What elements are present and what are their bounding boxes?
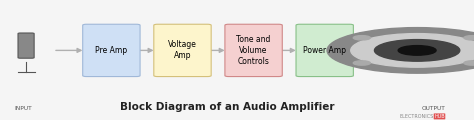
Circle shape [374,40,460,61]
Text: Block Diagram of an Audio Amplifier: Block Diagram of an Audio Amplifier [120,102,335,112]
Text: INPUT: INPUT [14,105,32,111]
Circle shape [351,34,474,67]
FancyBboxPatch shape [82,24,140,77]
Text: Voltage
Amp: Voltage Amp [168,40,197,60]
Circle shape [327,28,474,73]
Text: OUTPUT: OUTPUT [422,105,446,111]
Text: HUB: HUB [434,114,445,119]
Circle shape [353,36,370,40]
Text: Tone and
Volume
Controls: Tone and Volume Controls [237,35,271,66]
Circle shape [464,61,474,65]
Circle shape [464,36,474,40]
Text: Power Amp: Power Amp [303,46,346,55]
FancyBboxPatch shape [18,33,34,58]
FancyBboxPatch shape [154,24,211,77]
FancyBboxPatch shape [296,24,353,77]
Text: ELECTRONICS: ELECTRONICS [400,114,434,119]
Text: Pre Amp: Pre Amp [95,46,128,55]
Circle shape [398,46,436,55]
FancyBboxPatch shape [225,24,282,77]
Circle shape [353,61,370,65]
